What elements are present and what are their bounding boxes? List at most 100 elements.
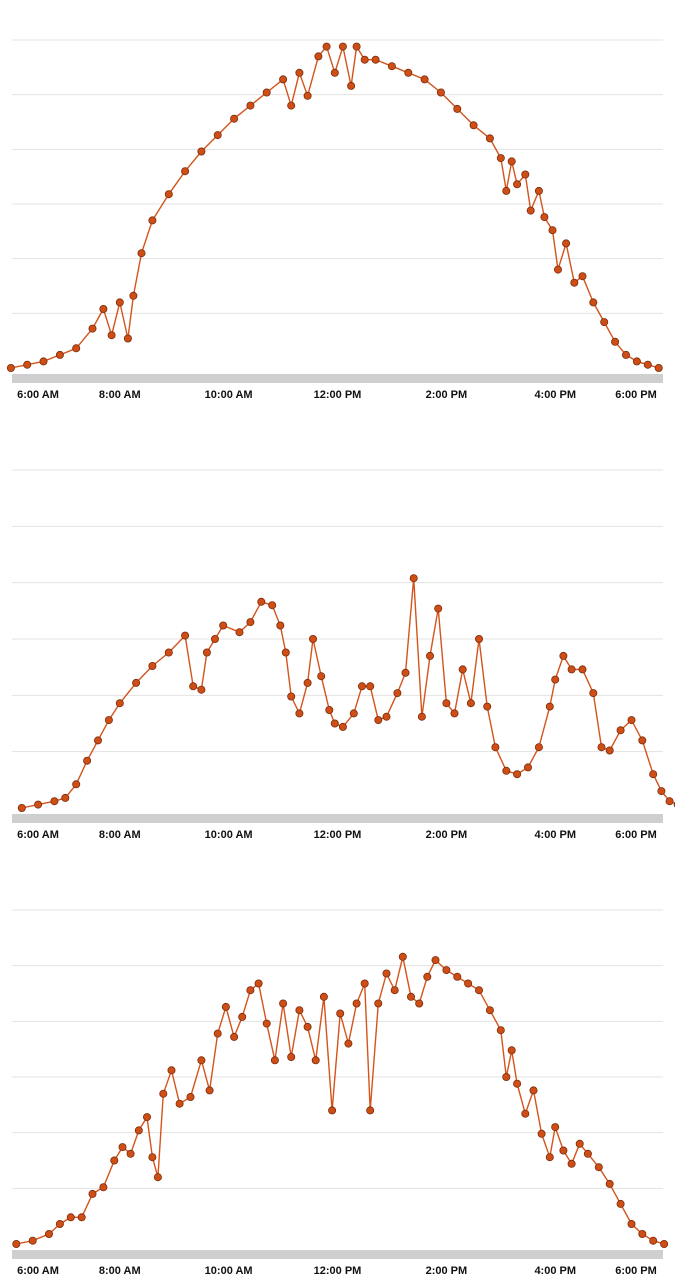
data-point — [295, 1006, 304, 1015]
data-point — [167, 1066, 176, 1075]
data-point — [382, 712, 391, 721]
data-point — [314, 52, 323, 61]
data-point — [583, 1149, 592, 1158]
data-point — [398, 952, 407, 961]
data-point — [148, 662, 157, 671]
data-point — [134, 1126, 143, 1135]
data-point — [409, 574, 418, 583]
data-point — [12, 1240, 21, 1249]
data-point — [442, 966, 451, 975]
data-point — [186, 1093, 195, 1102]
data-point — [366, 682, 375, 691]
data-point — [524, 763, 533, 772]
data-point — [347, 81, 356, 90]
x-tick-label: 10:00 AM — [205, 829, 253, 841]
data-point — [235, 628, 244, 637]
data-point — [88, 324, 97, 333]
x-tick-label: 2:00 PM — [426, 1265, 468, 1277]
data-point — [99, 1183, 108, 1192]
data-point — [319, 992, 328, 1001]
data-point — [638, 1230, 647, 1239]
data-point — [589, 689, 598, 698]
data-point — [338, 722, 347, 731]
data-point — [99, 304, 108, 313]
data-point — [406, 992, 415, 1001]
data-point — [50, 797, 59, 806]
data-point — [189, 682, 198, 691]
data-point — [110, 1156, 119, 1165]
data-point — [654, 363, 663, 372]
data-point — [72, 780, 81, 789]
data-point — [23, 360, 32, 369]
data-point — [545, 702, 554, 711]
data-point — [276, 621, 285, 630]
data-point — [554, 265, 563, 274]
data-point — [197, 147, 206, 156]
data-point — [328, 1106, 337, 1115]
data-point — [417, 712, 426, 721]
data-point — [45, 1230, 54, 1239]
data-point — [649, 770, 658, 779]
data-point — [17, 804, 26, 813]
data-point — [559, 651, 568, 660]
data-point — [507, 157, 516, 166]
data-point — [423, 972, 432, 981]
data-point — [219, 621, 228, 630]
data-point — [605, 1179, 614, 1188]
data-point — [632, 357, 641, 366]
data-point — [262, 1019, 271, 1028]
data-point — [657, 787, 666, 796]
data-point — [153, 1173, 162, 1182]
x-axis-bar — [12, 374, 663, 383]
series-line — [16, 956, 665, 1245]
data-point — [589, 298, 598, 307]
data-point — [559, 1146, 568, 1155]
data-point — [34, 800, 43, 809]
data-point — [360, 55, 369, 64]
data-point — [415, 999, 424, 1008]
x-tick-label: 2:00 PM — [426, 829, 468, 841]
data-point — [453, 972, 462, 981]
data-point — [469, 121, 478, 130]
data-point — [230, 114, 239, 123]
x-tick-label: 6:00 AM — [17, 389, 59, 401]
data-point — [649, 1236, 658, 1245]
data-point — [521, 1109, 530, 1118]
x-tick-label: 6:00 AM — [17, 1265, 59, 1277]
data-point — [338, 42, 347, 51]
data-point — [545, 1153, 554, 1162]
data-point — [374, 999, 383, 1008]
data-point — [507, 1046, 516, 1055]
data-point — [115, 699, 124, 708]
x-tick-label: 8:00 AM — [99, 389, 141, 401]
data-point — [627, 716, 636, 725]
data-point — [330, 719, 339, 728]
data-point — [325, 706, 334, 715]
data-point — [390, 986, 399, 995]
data-point — [94, 736, 103, 745]
data-point — [485, 1006, 494, 1015]
data-point — [521, 170, 530, 179]
data-point — [360, 979, 369, 988]
data-point — [55, 1220, 64, 1229]
data-point — [181, 631, 190, 640]
data-point — [126, 1149, 135, 1158]
data-point — [474, 635, 483, 644]
data-point — [336, 1009, 345, 1018]
data-point — [164, 648, 173, 657]
x-tick-label: 6:00 PM — [615, 1265, 657, 1277]
data-point — [279, 75, 288, 84]
data-point — [104, 716, 113, 725]
data-point — [123, 334, 132, 343]
data-point — [205, 1086, 214, 1095]
x-tick-label: 4:00 PM — [534, 829, 576, 841]
data-point — [496, 154, 505, 163]
data-point — [210, 635, 219, 644]
data-point — [616, 1199, 625, 1208]
data-point — [616, 726, 625, 735]
data-point — [344, 1039, 353, 1048]
x-tick-label: 6:00 AM — [17, 829, 59, 841]
data-point — [374, 716, 383, 725]
data-point — [578, 272, 587, 281]
data-point — [107, 331, 116, 340]
